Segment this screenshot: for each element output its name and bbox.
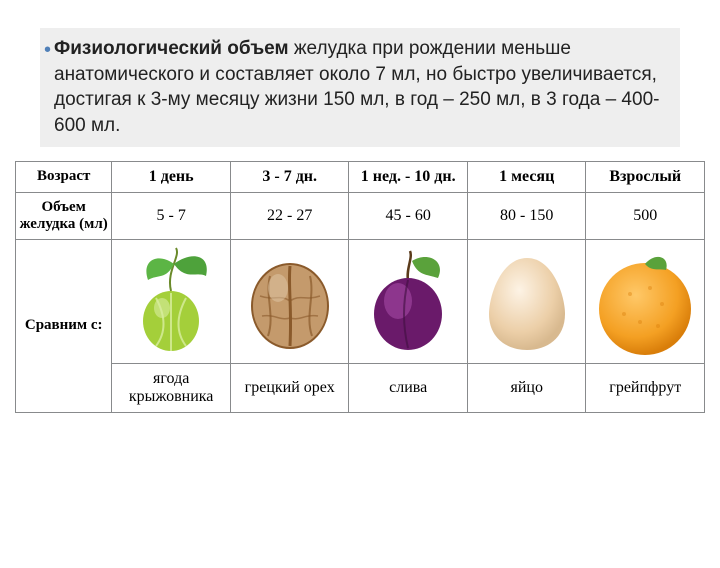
age-2: 1 нед. - 10 дн. — [349, 161, 468, 192]
img-gooseberry — [112, 239, 231, 363]
table-row-volume: Объем желудка (мл) 5 - 7 22 - 27 45 - 60… — [16, 192, 705, 239]
img-plum — [349, 239, 468, 363]
vol-4: 500 — [586, 192, 705, 239]
lbl-1: грецкий орех — [230, 363, 349, 412]
intro-text-box: • Физиологический объем желудка при рожд… — [40, 28, 680, 147]
rowhead-volume: Объем желудка (мл) — [16, 192, 112, 239]
age-1: 3 - 7 дн. — [230, 161, 349, 192]
stomach-volume-table: Возраст 1 день 3 - 7 дн. 1 нед. - 10 дн.… — [15, 161, 705, 413]
img-walnut — [230, 239, 349, 363]
lbl-3: яйцо — [467, 363, 586, 412]
vol-2: 45 - 60 — [349, 192, 468, 239]
vol-1: 22 - 27 — [230, 192, 349, 239]
age-3: 1 месяц — [467, 161, 586, 192]
table-row-labels: ягода крыжовника грецкий орех слива яйцо… — [16, 363, 705, 412]
vol-3: 80 - 150 — [467, 192, 586, 239]
age-0: 1 день — [112, 161, 231, 192]
grapefruit-icon — [590, 244, 700, 359]
gooseberry-icon — [126, 246, 216, 356]
bullet-icon: • — [44, 40, 51, 60]
egg-icon — [477, 246, 577, 356]
img-grapefruit — [586, 239, 705, 363]
rowhead-age: Возраст — [16, 161, 112, 192]
rowhead-compare: Сравним с: — [16, 239, 112, 412]
intro-paragraph: Физиологический объем желудка при рожден… — [54, 36, 670, 139]
age-4: Взрослый — [586, 161, 705, 192]
table-row-images: Сравним с: — [16, 239, 705, 363]
lbl-2: слива — [349, 363, 468, 412]
plum-icon — [358, 246, 458, 356]
intro-lead: Физиологический объем — [54, 38, 289, 59]
vol-0: 5 - 7 — [112, 192, 231, 239]
table-row-age: Возраст 1 день 3 - 7 дн. 1 нед. - 10 дн.… — [16, 161, 705, 192]
lbl-4: грейпфрут — [586, 363, 705, 412]
lbl-0: ягода крыжовника — [112, 363, 231, 412]
img-egg — [467, 239, 586, 363]
walnut-icon — [240, 246, 340, 356]
